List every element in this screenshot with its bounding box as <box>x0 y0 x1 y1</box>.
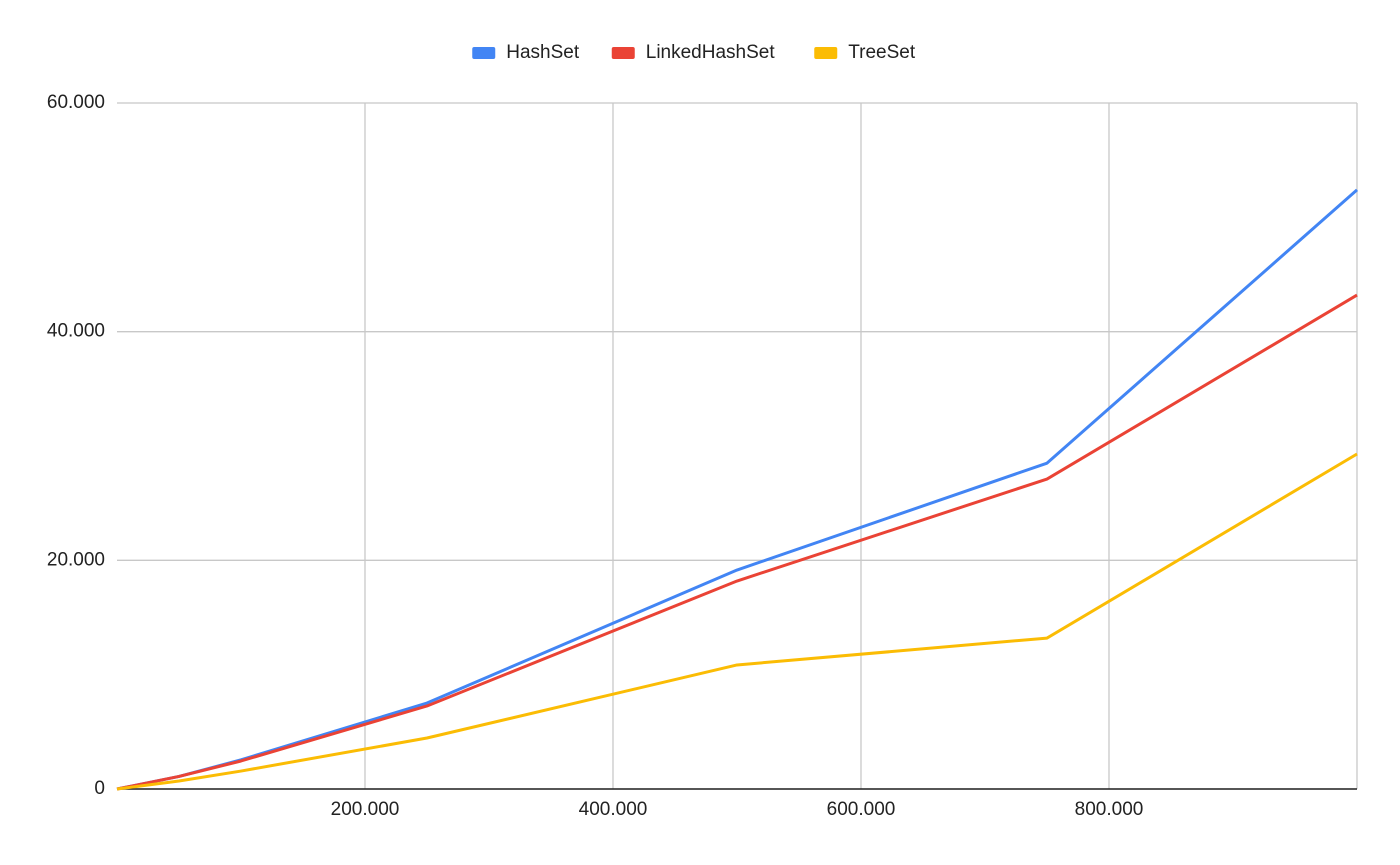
y-tick-label: 20.000 <box>47 549 105 570</box>
x-tick-label: 600.000 <box>827 799 896 820</box>
y-tick-label: 40.000 <box>47 321 105 342</box>
y-tick-label: 60.000 <box>47 92 105 113</box>
x-tick-label: 400.000 <box>579 799 648 820</box>
series-line <box>116 188 1358 791</box>
legend-swatch <box>472 47 496 59</box>
legend-label: HashSet <box>506 42 580 63</box>
legend-label: LinkedHashSet <box>646 42 776 63</box>
x-tick-label: 200.000 <box>331 799 400 820</box>
y-tick-label: 0 <box>94 778 105 799</box>
legend-swatch <box>814 47 838 59</box>
series-line <box>116 452 1358 791</box>
series-line <box>116 293 1358 791</box>
legend-swatch <box>611 47 635 59</box>
x-tick-label: 800.000 <box>1075 799 1144 820</box>
legend-label: TreeSet <box>848 42 916 63</box>
